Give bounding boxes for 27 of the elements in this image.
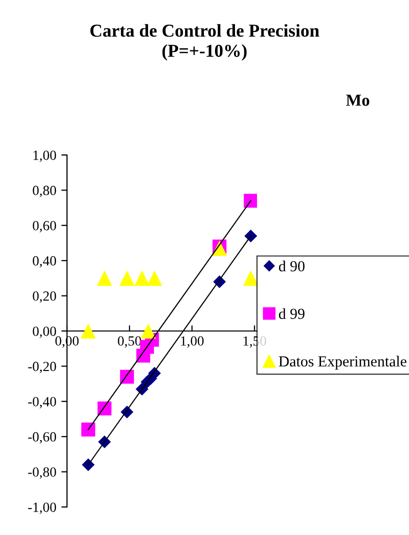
point [140,323,156,339]
legend-label: d 99 [278,308,304,319]
y-tick-label: 0,60 [32,220,56,232]
y-tick-label: -0,40 [28,396,56,408]
point [146,270,162,286]
point [244,194,257,208]
y-tick-label: 1,00 [34,150,56,162]
y-tick-label: 0,80 [32,186,56,198]
y-tick-label: -1,00 [28,502,56,514]
y-tick-label: -0,20 [28,362,56,374]
chart-title: Carta de Control de Precision (P=+-10%) [90,24,320,61]
y-tick-label: 0,20 [32,291,56,303]
legend-label: Datos Experimentale [278,356,406,370]
point [98,401,112,416]
x-tick-label: 1,00 [181,336,204,348]
y-tick-label: 0,40 [32,256,56,268]
point [81,422,96,437]
legend-label: d 90 [278,260,305,272]
y-tick-label: -0,60 [28,432,56,444]
point [80,323,96,339]
point [119,270,135,286]
text: Mo [346,94,370,106]
point [134,270,150,286]
point [96,270,112,286]
y-tick-label: -0,80 [28,467,56,479]
y-tick-label: 0,00 [32,326,56,338]
point [244,230,257,242]
